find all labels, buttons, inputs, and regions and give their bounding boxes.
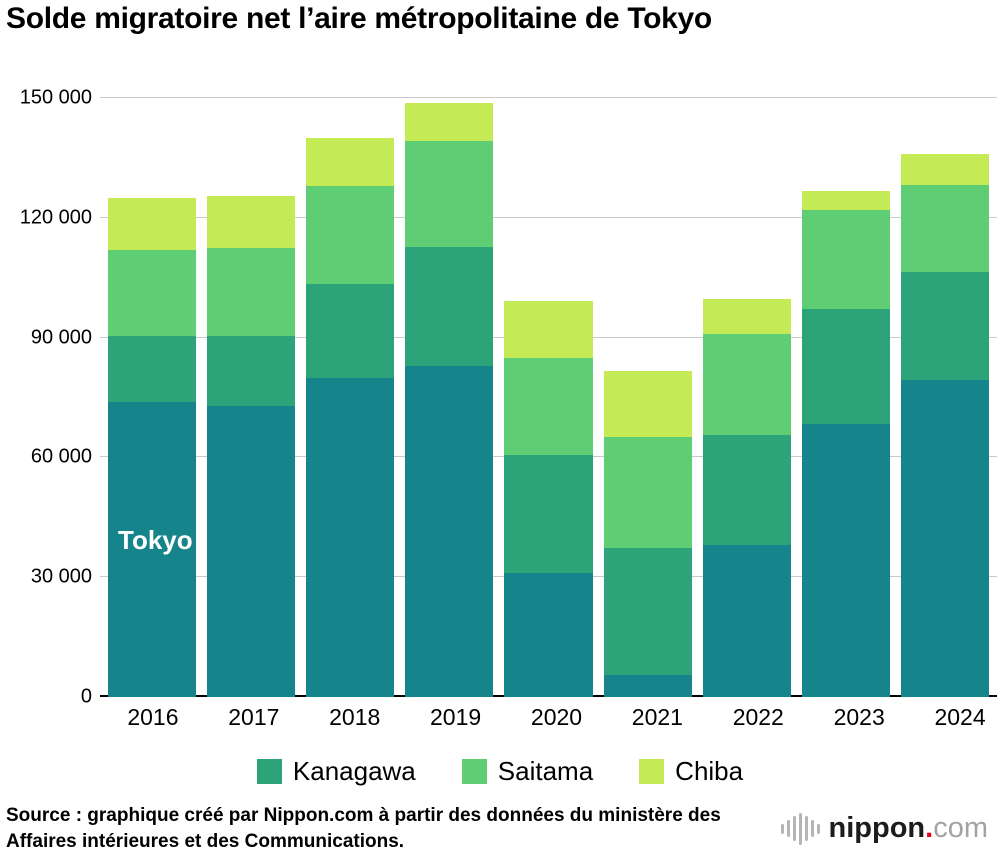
legend-label: Saitama	[497, 756, 594, 786]
bar-2019	[405, 98, 494, 697]
bar-2018	[306, 98, 395, 697]
segment-kanagawa-2020	[504, 454, 593, 573]
bar-2024	[900, 98, 989, 697]
segment-kanagawa-2018	[306, 283, 395, 378]
bar-2023	[801, 98, 890, 697]
footer: Source : graphique créé par Nippon.com à…	[0, 797, 1000, 868]
nippon-logo-text: nippon.com	[829, 812, 989, 845]
logo-tld: com	[933, 812, 988, 845]
legend-swatch-saitama	[461, 759, 487, 784]
bars	[100, 98, 997, 697]
segment-chiba-2024	[900, 153, 989, 186]
y-axis-tick-label: 120 000	[19, 206, 92, 229]
source-text: Source : graphique créé par Nippon.com à…	[6, 805, 721, 852]
segment-kanagawa-2017	[207, 335, 296, 406]
x-axis-tick-label: 2020	[530, 704, 583, 730]
y-axis-tick-label: 0	[80, 685, 92, 708]
segment-kanagawa-2021	[603, 548, 692, 676]
nippon-logo-icon	[780, 811, 820, 847]
logo-nippon-word: nippon	[828, 812, 926, 845]
segment-saitama-2016	[108, 249, 197, 336]
segment-chiba-2021	[603, 371, 692, 438]
bar-2020	[504, 98, 593, 697]
x-axis-tick-label: 2018	[329, 704, 381, 730]
bar-2022	[702, 98, 791, 697]
segment-saitama-2017	[207, 247, 296, 336]
segment-saitama-2022	[702, 333, 791, 436]
segment-tokyo-2017	[207, 405, 296, 697]
segment-saitama-2021	[603, 437, 692, 549]
segment-kanagawa-2019	[405, 247, 494, 366]
y-axis-tick-label: 60 000	[30, 445, 92, 468]
x-axis-tick-label: 2017	[228, 704, 280, 730]
segment-saitama-2019	[405, 140, 494, 248]
bar-2016	[108, 98, 197, 697]
x-axis-tick-label: 2022	[732, 704, 784, 730]
segment-chiba-2018	[306, 137, 395, 186]
nippon-logo[interactable]: nippon.com	[780, 811, 991, 847]
chart-title: Solde migratoire net l’aire métropolitai…	[6, 2, 712, 35]
segment-tokyo-2016	[108, 401, 197, 697]
segment-chiba-2020	[504, 300, 593, 358]
segment-tokyo-2022	[702, 545, 791, 697]
segment-saitama-2024	[900, 185, 989, 272]
x-axis-tick-label: 2016	[127, 704, 179, 730]
segment-chiba-2019	[405, 102, 494, 141]
segment-saitama-2018	[306, 185, 395, 284]
legend: Kanagawa Saitama Chiba	[0, 756, 1000, 787]
legend-label: Kanagawa	[292, 756, 416, 786]
segment-chiba-2022	[702, 299, 791, 334]
tokyo-bar-label: Tokyo	[118, 525, 193, 556]
segment-tokyo-2019	[405, 365, 494, 697]
bar-2017	[207, 98, 296, 697]
y-axis-tick-label: 150 000	[19, 86, 92, 109]
legend-item-saitama: Saitama	[461, 756, 594, 787]
segment-kanagawa-2016	[108, 335, 197, 402]
bar-2021	[603, 98, 692, 697]
segment-tokyo-2020	[504, 572, 593, 697]
x-axis-tick-label: 2019	[430, 704, 482, 730]
logo-red-dot: .	[925, 812, 934, 845]
legend-swatch-kanagawa	[256, 759, 282, 784]
segment-kanagawa-2022	[702, 435, 791, 546]
legend-swatch-chiba	[639, 759, 665, 784]
y-axis-tick-label: 30 000	[30, 565, 92, 588]
legend-item-kanagawa: Kanagawa	[256, 756, 416, 787]
legend-item-chiba: Chiba	[639, 756, 743, 787]
x-axis: 2016 2017 2018 2019 2020 2021 2022 2023 2024	[100, 704, 1000, 731]
gridline	[100, 97, 997, 98]
segment-saitama-2020	[504, 357, 593, 455]
y-axis: 0 30 000 60 000 90 000 120 000 150 000	[0, 87, 92, 708]
y-axis-tick-label: 90 000	[30, 326, 92, 349]
segment-kanagawa-2023	[801, 308, 890, 425]
segment-tokyo-2021	[603, 675, 692, 697]
segment-tokyo-2018	[306, 377, 395, 697]
segment-tokyo-2024	[900, 380, 989, 697]
segment-saitama-2023	[801, 210, 890, 309]
gridline	[100, 216, 997, 218]
x-axis-tick-label: 2021	[631, 704, 683, 730]
legend-label: Chiba	[675, 756, 744, 786]
segment-chiba-2023	[801, 191, 890, 211]
x-axis-tick-label: 2023	[833, 704, 885, 730]
plot-area: Tokyo	[100, 97, 997, 697]
segment-tokyo-2023	[801, 424, 890, 697]
segment-kanagawa-2024	[900, 271, 989, 381]
x-axis-tick-label: 2024	[934, 704, 986, 730]
segment-chiba-2016	[108, 197, 197, 250]
segment-chiba-2017	[207, 195, 296, 248]
